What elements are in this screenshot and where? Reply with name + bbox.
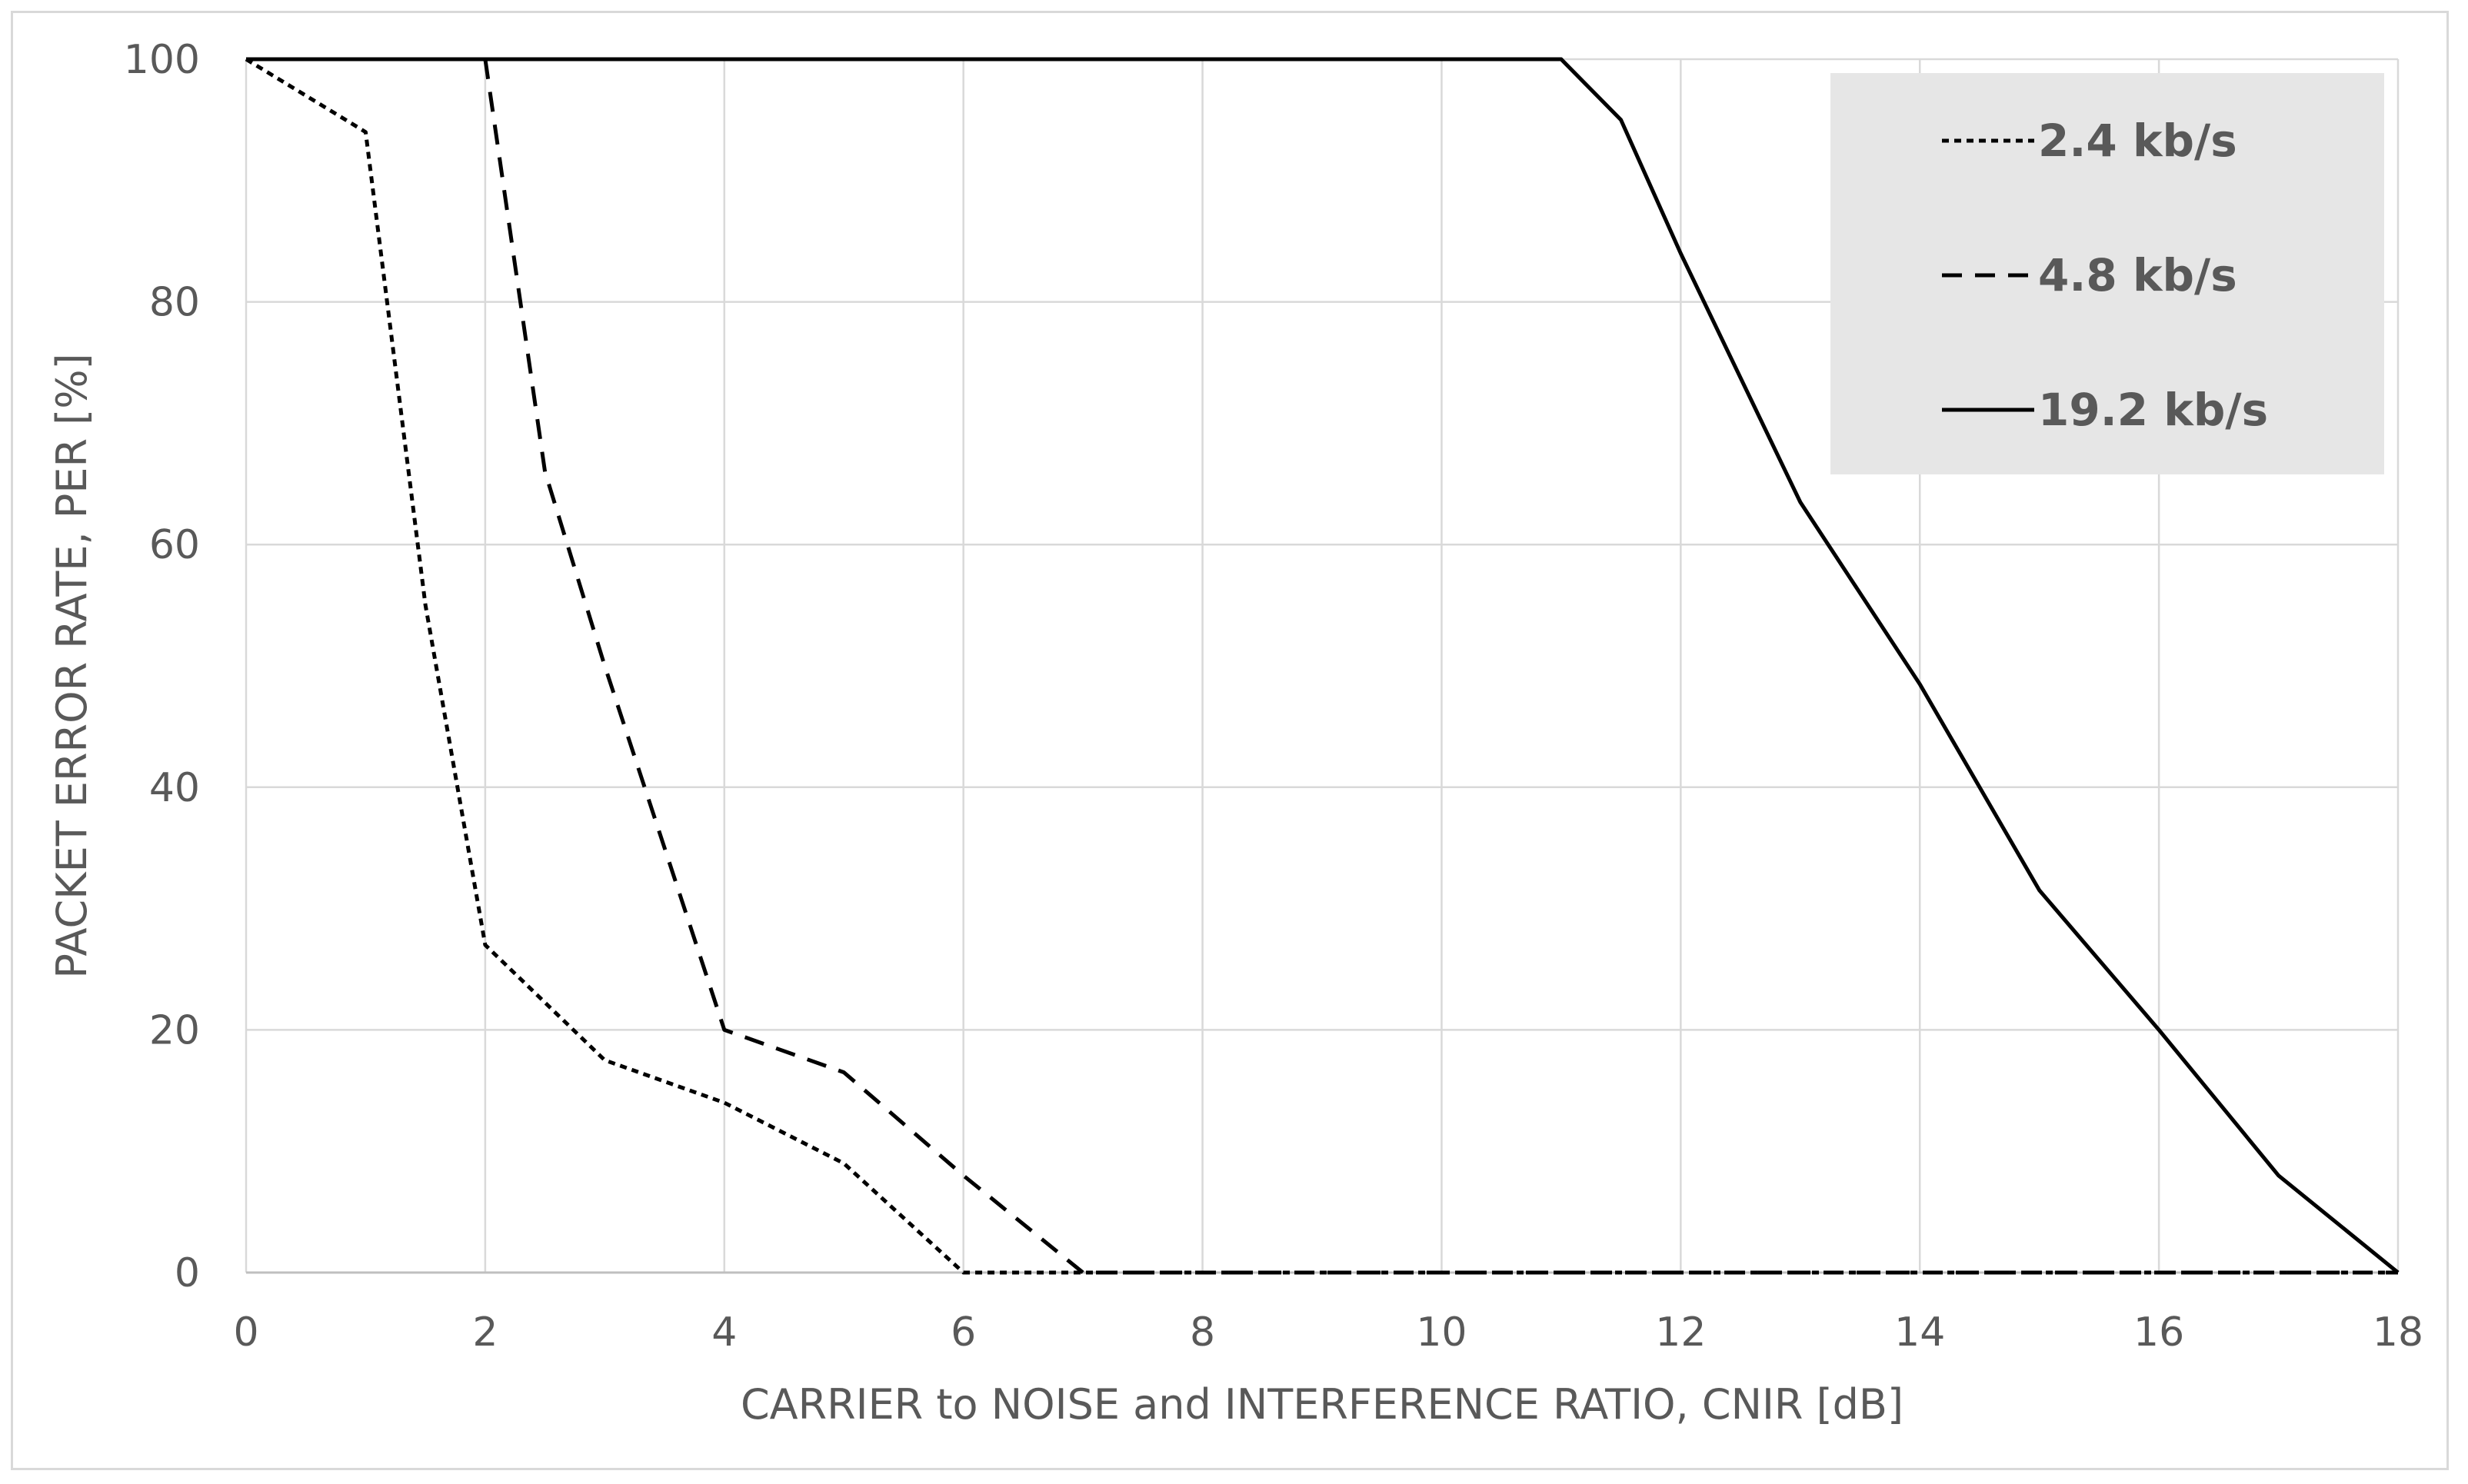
- series-line-1: [483, 58, 2398, 1275]
- legend-entry-label-2: 19.2 kb/s: [2038, 384, 2268, 436]
- y-tick-label-5: 100: [124, 37, 200, 83]
- y-tick-label-1: 20: [149, 1007, 200, 1053]
- x-tick-label-1: 2: [472, 1309, 498, 1356]
- x-tick-label-0: 0: [233, 1309, 258, 1356]
- x-tick-label-5: 10: [1416, 1309, 1467, 1356]
- y-tick-label-2: 40: [149, 765, 200, 811]
- x-tick-label-2: 4: [711, 1309, 737, 1356]
- x-tick-labels: 0 2 4 6 8 10 12 14 16 18: [233, 1309, 2423, 1356]
- x-tick-label-9: 18: [2373, 1309, 2423, 1356]
- y-axis-label: PACKET ERROR RATE, PER [%]: [48, 353, 96, 978]
- y-tick-label-0: 0: [175, 1250, 200, 1296]
- x-tick-label-3: 6: [951, 1309, 976, 1356]
- y-tick-label-3: 60: [149, 522, 200, 568]
- legend-entry-label-0: 2.4 kb/s: [2038, 115, 2237, 167]
- legend-entry-label-1: 4.8 kb/s: [2038, 249, 2237, 301]
- x-tick-label-8: 16: [2133, 1309, 2184, 1356]
- x-tick-label-7: 14: [1894, 1309, 1945, 1356]
- x-tick-label-6: 12: [1655, 1309, 1706, 1356]
- series-lines: [245, 57, 2400, 1275]
- y-tick-labels: 0 20 40 60 80 100: [124, 37, 200, 1296]
- legend-background: [1830, 73, 2384, 474]
- y-tick-label-4: 80: [149, 280, 200, 326]
- series-line-2: [246, 57, 2400, 1274]
- x-axis-label: CARRIER to NOISE and INTERFERENCE RATIO,…: [741, 1380, 1903, 1429]
- x-tick-label-4: 8: [1190, 1309, 1215, 1356]
- legend: 2.4 kb/s 4.8 kb/s 19.2 kb/s: [1830, 73, 2384, 474]
